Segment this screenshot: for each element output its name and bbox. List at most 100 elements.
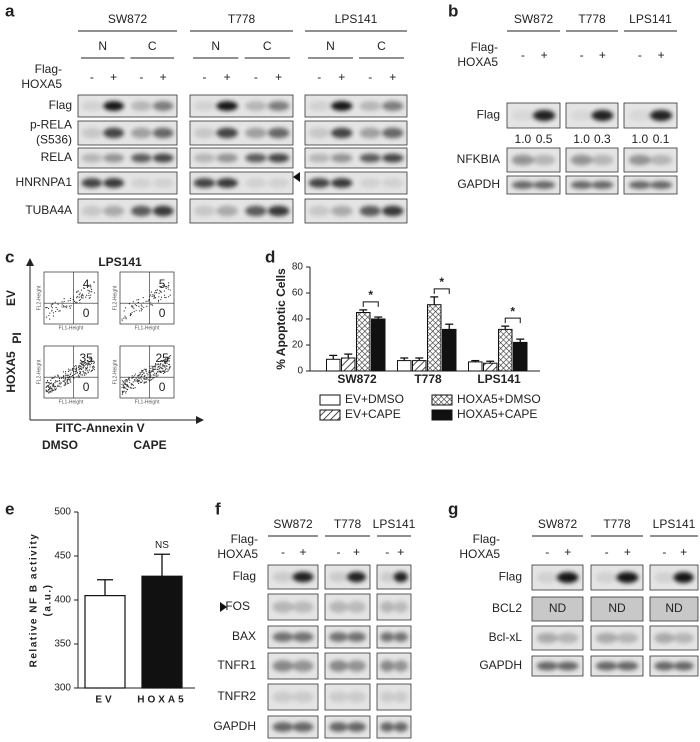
- event-dot: [74, 370, 77, 373]
- event-dot: [58, 310, 60, 312]
- event-dot: [54, 382, 56, 384]
- band: [393, 601, 408, 613]
- significance: *: [510, 304, 515, 318]
- event-dot: [123, 382, 125, 384]
- event-dot: [169, 366, 171, 369]
- event-dot: [92, 367, 94, 370]
- legend-swatch: [319, 394, 341, 406]
- event-dot: [122, 384, 125, 387]
- significance-bracket: [504, 317, 521, 324]
- legend-label: EV+DMSO: [345, 392, 404, 406]
- error-bar: [400, 357, 409, 361]
- row-label: BCL2: [492, 601, 522, 615]
- not-detected: ND: [665, 601, 683, 615]
- band: [347, 722, 366, 732]
- event-dot: [164, 366, 166, 368]
- event-dot: [152, 294, 154, 296]
- event-dot: [79, 370, 81, 373]
- event-dot: [152, 368, 154, 370]
- event-dot: [157, 371, 159, 373]
- event-dot: [55, 385, 57, 388]
- event-dot: [151, 304, 154, 306]
- treatment-sign: -: [521, 48, 525, 62]
- band: [536, 632, 559, 644]
- bar: [371, 318, 386, 372]
- band: [511, 154, 535, 166]
- treatment-sign: +: [599, 48, 606, 62]
- blot: [77, 147, 178, 169]
- treatment-sign: +: [160, 70, 167, 84]
- error-bar: [359, 309, 368, 313]
- event-dot: [54, 301, 56, 303]
- event-dot: [69, 297, 72, 299]
- panel-label: b: [448, 1, 458, 20]
- event-dot: [136, 299, 138, 301]
- treatment-sign: +: [110, 70, 117, 84]
- event-dot: [60, 382, 63, 384]
- not-detected-box: [531, 596, 584, 622]
- event-dot: [159, 364, 162, 366]
- event-dot: [149, 294, 152, 296]
- significance: NS: [155, 540, 169, 551]
- band: [359, 178, 381, 188]
- event-dot: [49, 390, 51, 393]
- event-dot: [84, 364, 87, 366]
- event-dot: [142, 297, 144, 299]
- band: [628, 154, 652, 166]
- bar: [141, 575, 183, 689]
- event-dot: [125, 392, 127, 394]
- event-dot: [121, 318, 123, 320]
- band: [382, 127, 404, 139]
- event-dot: [85, 367, 87, 369]
- band: [536, 661, 559, 671]
- event-dot: [127, 386, 130, 388]
- event-dot: [55, 306, 57, 309]
- event-dot: [82, 370, 84, 373]
- event-dot: [162, 363, 164, 365]
- event-dot: [147, 374, 149, 376]
- event-dot: [125, 378, 127, 381]
- event-dot: [160, 296, 163, 298]
- treatment-sign: -: [337, 545, 341, 559]
- event-dot: [131, 387, 133, 389]
- blot: [189, 147, 294, 169]
- band: [556, 661, 579, 671]
- y-axis-title: (a.u.): [43, 584, 54, 617]
- bar: [412, 360, 427, 372]
- event-dot: [150, 379, 152, 381]
- band: [380, 571, 395, 583]
- legend-label: EV+CAPE: [345, 407, 401, 421]
- row-label: p-RELA: [30, 118, 72, 132]
- event-dot: [153, 297, 155, 299]
- band: [382, 205, 404, 217]
- event-dot: [152, 378, 154, 380]
- event-dot: [70, 381, 72, 383]
- error-bar: [445, 323, 454, 330]
- event-dot: [61, 301, 63, 303]
- arrow-head: [26, 258, 34, 266]
- event-dot: [169, 289, 171, 291]
- event-dot: [88, 292, 90, 294]
- event-dot: [62, 377, 65, 379]
- error-bar: [329, 354, 338, 360]
- event-dot: [135, 305, 138, 307]
- event-dot: [141, 370, 143, 372]
- event-dot: [64, 373, 67, 375]
- band: [193, 153, 216, 163]
- cell-line: SW872: [514, 12, 554, 26]
- event-dot: [51, 310, 53, 312]
- event-dot: [67, 370, 70, 372]
- event-dot: [151, 370, 153, 373]
- event-dot: [71, 370, 73, 372]
- event-dot: [64, 371, 67, 373]
- band: [267, 205, 290, 217]
- event-dot: [153, 294, 155, 296]
- not-detected-box: [590, 596, 644, 622]
- event-dot: [130, 383, 132, 385]
- band: [616, 661, 639, 671]
- event-dot: [81, 374, 84, 376]
- bar: [427, 304, 442, 372]
- band: [329, 691, 348, 703]
- band: [570, 110, 593, 121]
- event-dot: [164, 363, 167, 365]
